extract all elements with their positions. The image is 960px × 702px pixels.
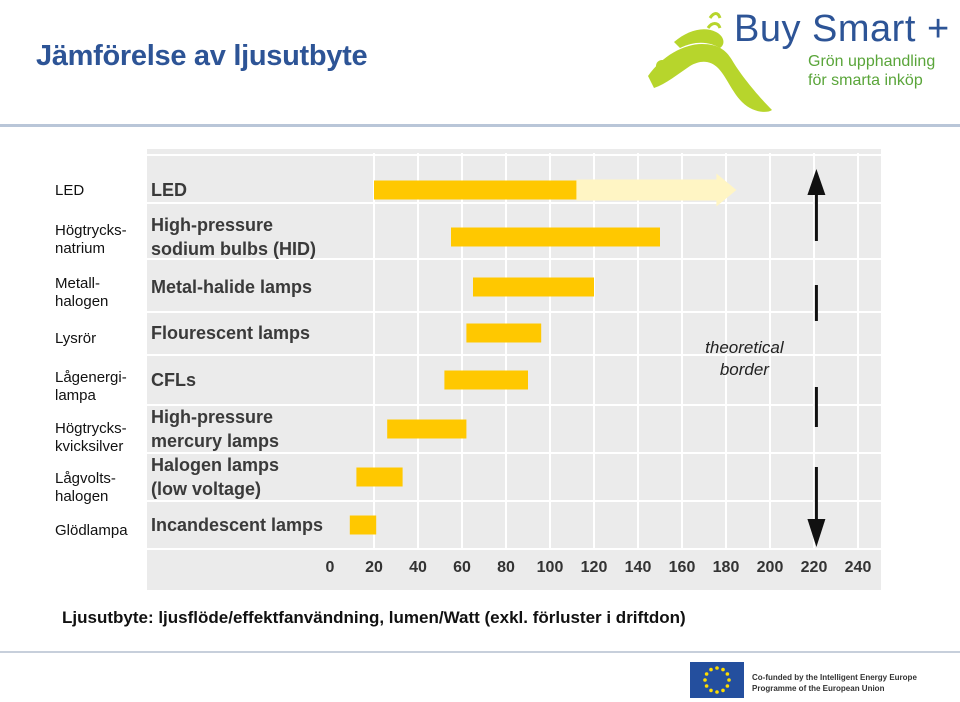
eu-star	[721, 688, 725, 693]
category-label: Flourescent lamps	[151, 323, 310, 343]
x-tick-label: 220	[801, 559, 828, 576]
x-tick-label: 80	[497, 559, 515, 576]
x-tick-label: 200	[757, 559, 784, 576]
footer-divider	[0, 651, 960, 653]
theoretical-border: theoretical border	[705, 169, 826, 547]
swedish-label: Lågvolts-halogen	[55, 470, 116, 505]
x-tick-label: 120	[581, 559, 608, 576]
eu-star	[704, 672, 709, 676]
x-tick-label: 140	[625, 559, 652, 576]
border-arrow-down	[807, 519, 826, 547]
chart-grid	[147, 153, 881, 550]
eu-star	[709, 667, 713, 672]
swedish-label: Metall-halogen	[55, 275, 109, 310]
x-tick-label: 60	[453, 559, 471, 576]
x-tick-label: 240	[845, 559, 872, 576]
category-label: CFLs	[151, 370, 196, 390]
x-tick-label: 160	[669, 559, 696, 576]
eu-funding-text: Co-funded by the Intelligent Energy Euro…	[752, 673, 917, 682]
chart-bars	[349, 180, 660, 535]
eu-funding-text: Programme of the European Union	[752, 684, 885, 693]
swedish-label: Lysrör	[55, 330, 97, 347]
buy-smart-logo-icon	[648, 12, 772, 112]
chart-caption: Ljusutbyte: ljusflöde/effektfanvändning,…	[62, 608, 686, 627]
brand-name: Buy Smart +	[734, 8, 950, 50]
eu-star	[727, 678, 731, 682]
eu-star	[703, 678, 707, 682]
theoretical-border-label: theoretical	[705, 338, 785, 357]
eu-star	[725, 672, 730, 676]
x-tick-label: 0	[326, 559, 335, 576]
swedish-label: Lågenergi-lampa	[55, 369, 127, 404]
swedish-label: Högtrycks-natrium	[55, 222, 127, 257]
page-title: Jämförelse av ljusutbyte	[36, 40, 368, 72]
brand-tagline: för smarta inköp	[808, 72, 923, 89]
swedish-label: LED	[55, 182, 85, 199]
category-label: sodium bulbs (HID)	[151, 239, 316, 259]
category-label: mercury lamps	[151, 431, 279, 451]
x-tick-label: 40	[409, 559, 427, 576]
chart-category-labels: LED High-pressure sodium bulbs (HID) Metal-…	[151, 180, 323, 535]
theoretical-border-label: border	[720, 360, 770, 379]
eu-star	[715, 690, 719, 694]
x-tick-label: 20	[365, 559, 383, 576]
eu-star	[709, 688, 713, 693]
x-tick-label: 180	[713, 559, 740, 576]
efficacy-chart: LED High-pressure sodium bulbs (HID) Metal-…	[147, 149, 881, 590]
x-tick-label: 100	[537, 559, 564, 576]
chart-panel	[147, 149, 881, 590]
bar	[387, 419, 467, 439]
led-potential-arrow	[576, 173, 737, 207]
eu-star	[715, 666, 719, 670]
category-label: (low voltage)	[151, 479, 261, 499]
category-label: High-pressure	[151, 407, 273, 427]
category-label: High-pressure	[151, 215, 273, 235]
bar	[473, 277, 594, 297]
brand-tagline: Grön upphandling	[808, 53, 936, 70]
chart-x-ticks: 0 20 40 60 80 100 120 140 160 180 200 220 240	[326, 559, 872, 576]
category-label: Metal-halide lamps	[151, 277, 312, 297]
bar	[356, 467, 403, 487]
bar	[374, 180, 577, 200]
category-label: Incandescent lamps	[151, 515, 323, 535]
swedish-label: Glödlampa	[55, 522, 128, 539]
header-divider	[0, 124, 960, 127]
swedish-label: Högtrycks-kvicksilver	[55, 420, 127, 455]
chart-arrows	[576, 173, 737, 207]
eu-star	[725, 684, 730, 688]
bar	[444, 370, 528, 390]
eu-star	[704, 684, 709, 688]
bar	[349, 515, 377, 535]
eu-star	[721, 667, 725, 672]
bar	[466, 323, 542, 343]
border-arrow-up	[807, 169, 826, 195]
category-label: Halogen lamps	[151, 455, 279, 475]
category-label: LED	[151, 180, 187, 200]
bar	[451, 227, 660, 247]
eu-flag-icon	[690, 662, 744, 698]
